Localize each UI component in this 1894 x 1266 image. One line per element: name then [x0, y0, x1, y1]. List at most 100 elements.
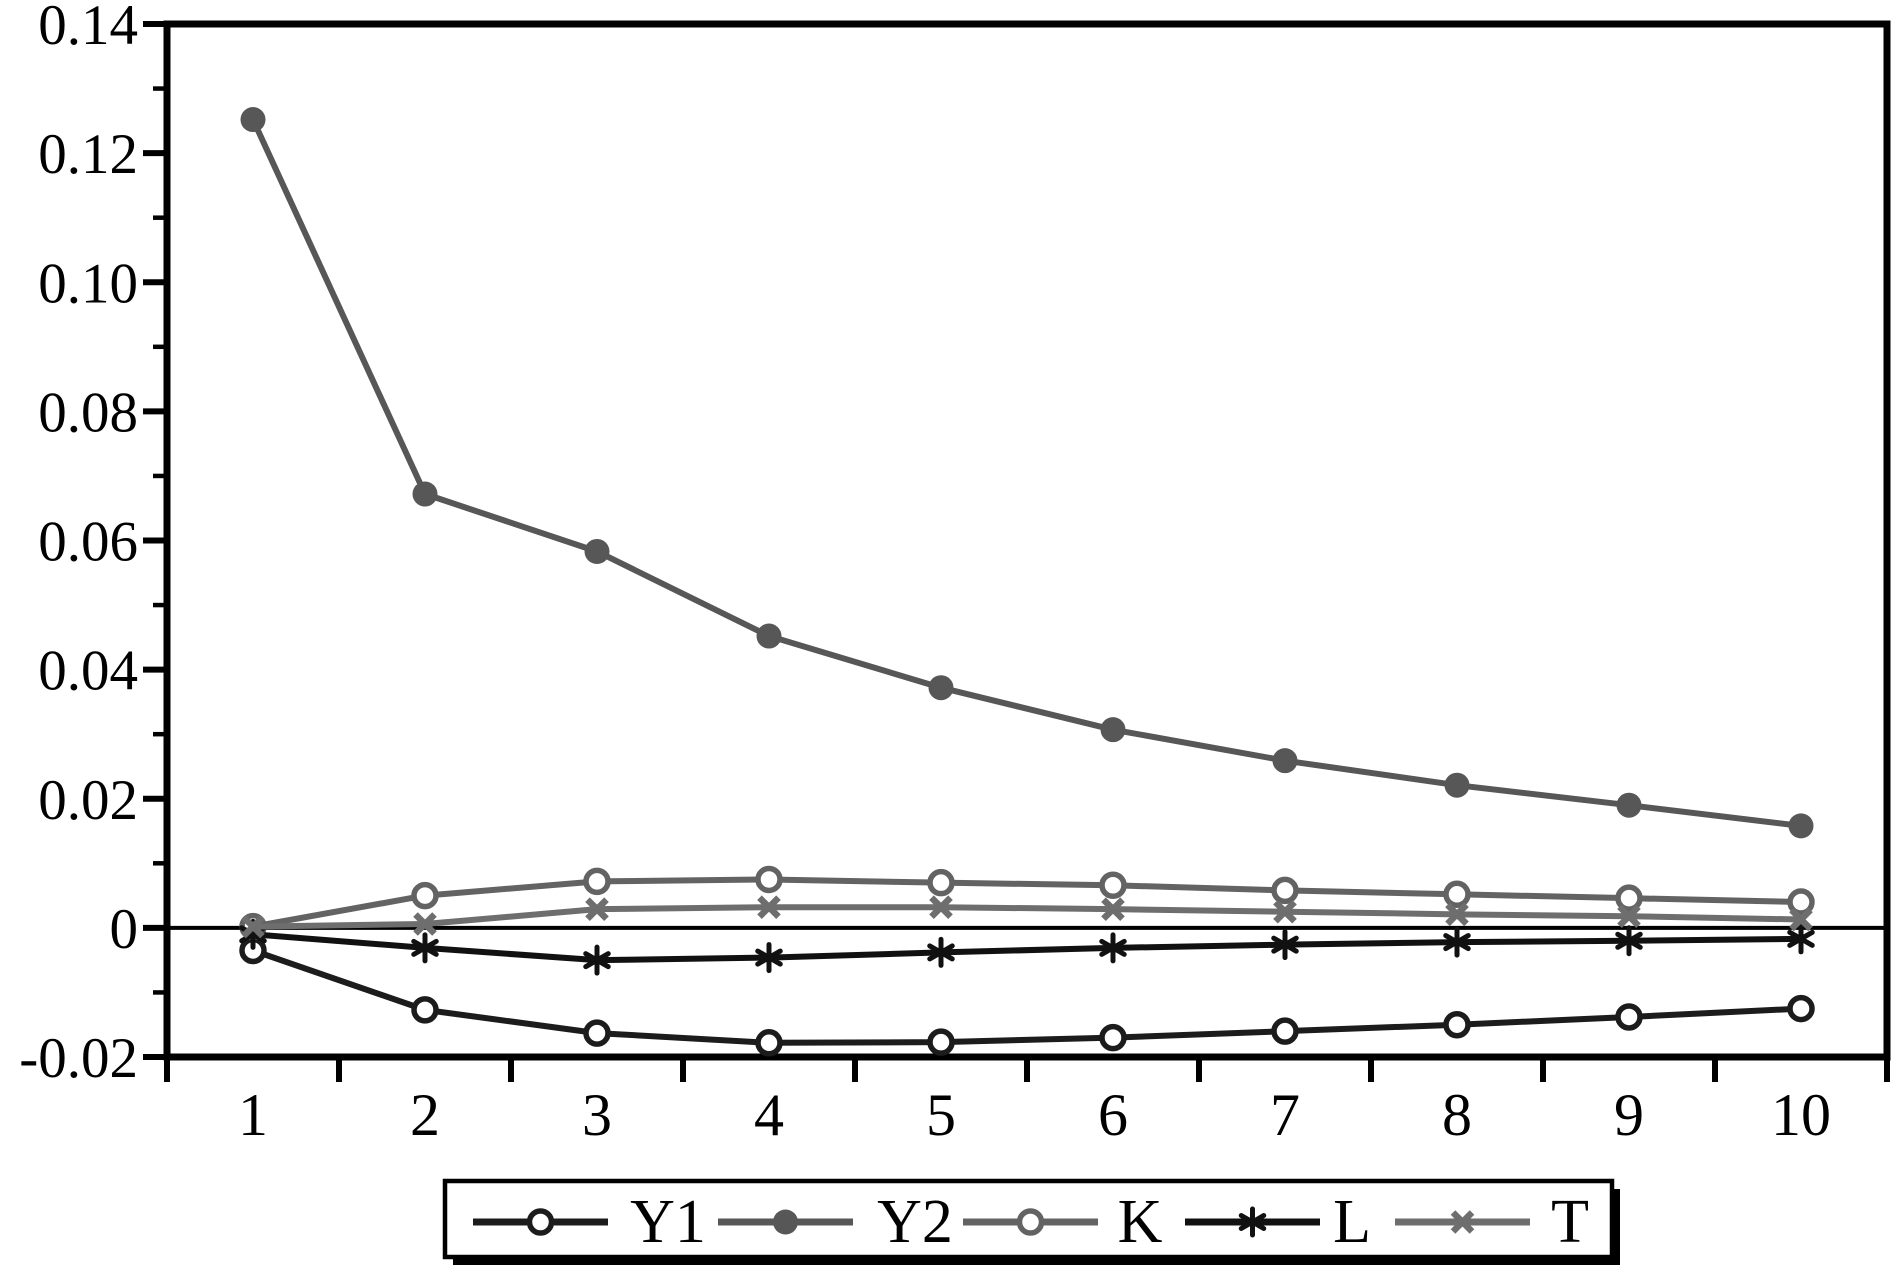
- series-Y1-marker: [1271, 1017, 1299, 1045]
- series-L-marker: [411, 932, 439, 964]
- open-circle-marker: [927, 868, 955, 897]
- series-K-marker: [411, 881, 439, 910]
- x-marker: [1617, 904, 1641, 929]
- series-L-marker: [1615, 925, 1643, 957]
- open-circle-marker: [1099, 1023, 1127, 1052]
- series-L-marker: [1787, 923, 1815, 955]
- axes-layer: -0.02 0 0.02 0.04 0.06 0.08 0.10 0.12 0.14 1 2 3 4 5 6…: [19, 0, 1891, 1148]
- series-L-marker: [1443, 926, 1471, 958]
- legend-label-K: K: [1118, 1188, 1163, 1256]
- x-marker: [585, 897, 609, 921]
- series-Y2-marker: [1100, 717, 1126, 743]
- series-Y1-marker: [411, 996, 439, 1024]
- open-circle-marker: [1443, 1010, 1471, 1039]
- legend-item-Y1: Y1: [473, 1188, 706, 1256]
- series-layer: [239, 107, 1815, 1057]
- series-T-marker: [241, 914, 265, 939]
- filled-circle-marker: [756, 623, 782, 649]
- series-T-marker: [1101, 897, 1125, 921]
- y-tick-label: 0.10: [38, 252, 138, 315]
- series-Y2: [240, 107, 1814, 839]
- series-L-marker: [583, 944, 611, 976]
- legend-item-L: L: [1185, 1188, 1371, 1256]
- asterisk-marker: [1271, 935, 1299, 954]
- open-circle-marker: [1443, 880, 1471, 909]
- filled-circle-marker: [1100, 717, 1126, 743]
- open-circle-marker: [1615, 1003, 1643, 1031]
- series-K-marker: [1787, 888, 1815, 916]
- series-T-marker: [1617, 904, 1641, 929]
- series-K-marker: [1443, 880, 1471, 909]
- series-Y2-marker: [1788, 813, 1814, 839]
- series-T-marker: [1273, 899, 1297, 924]
- x-tick-label: 8: [1442, 1082, 1472, 1148]
- filled-circle-marker: [1444, 772, 1470, 798]
- series-L: [239, 918, 1815, 976]
- series-K: [239, 865, 1815, 941]
- asterisk-marker: [1443, 933, 1471, 952]
- filled-circle-marker: [773, 1209, 798, 1235]
- series-K-line: [252, 876, 1802, 930]
- x-tick-label: 2: [410, 1082, 440, 1148]
- filled-circle-marker: [412, 481, 438, 507]
- x-marker: [1273, 899, 1297, 924]
- asterisk-marker: [1099, 938, 1127, 957]
- x-tick-label: 3: [582, 1082, 612, 1148]
- x-marker: [1101, 897, 1125, 921]
- series-Y1-marker: [755, 1029, 783, 1057]
- y-tick-label: 0.04: [38, 640, 138, 703]
- y-tick-label: 0.06: [38, 511, 138, 574]
- series-K-marker: [1016, 1208, 1045, 1236]
- open-circle-marker: [1099, 871, 1127, 900]
- asterisk-marker: [1787, 929, 1815, 948]
- legend-item-T: T: [1395, 1188, 1589, 1256]
- series-L-marker: [1099, 932, 1127, 964]
- series-Y1-marker: [526, 1208, 555, 1236]
- series-T-marker: [757, 895, 781, 920]
- series-Y1: [239, 936, 1815, 1057]
- asterisk-marker: [927, 943, 955, 962]
- filled-circle-marker: [584, 538, 610, 564]
- x-marker: [757, 895, 781, 920]
- x-marker: [413, 912, 437, 936]
- series-Y2-marker: [412, 481, 438, 507]
- series-K-marker: [927, 868, 955, 897]
- x-marker: [241, 914, 265, 939]
- legend-layer: Y1 Y2 K L T: [442, 1178, 1620, 1265]
- series-Y1-marker: [583, 1019, 611, 1047]
- series-T: [241, 895, 1813, 939]
- series-Y2-marker: [1616, 792, 1642, 818]
- y-tick-label: 0: [110, 898, 139, 961]
- series-Y2-marker: [756, 623, 782, 649]
- x-tick-label: 6: [1098, 1082, 1128, 1148]
- series-T-marker: [929, 895, 953, 920]
- open-circle-marker: [755, 1029, 783, 1057]
- series-Y1-marker: [1443, 1010, 1471, 1039]
- series-K-marker: [1271, 876, 1299, 905]
- series-Y2-marker: [584, 538, 610, 564]
- series-T-marker: [1450, 1210, 1475, 1234]
- x-marker: [1450, 1210, 1475, 1234]
- series-L-line: [252, 931, 1802, 964]
- open-circle-marker: [583, 1019, 611, 1047]
- legend-item-K: K: [963, 1188, 1163, 1256]
- open-circle-marker: [526, 1208, 555, 1236]
- asterisk-marker: [755, 948, 783, 967]
- x-marker: [1445, 902, 1469, 927]
- open-circle-marker: [1615, 884, 1643, 912]
- open-circle-marker: [927, 1028, 955, 1056]
- series-T-marker: [585, 897, 609, 921]
- x-marker: [929, 895, 953, 920]
- y-tick-label: 0.12: [38, 123, 138, 186]
- series-Y1-marker: [1099, 1023, 1127, 1052]
- x-tick-label: 7: [1270, 1082, 1300, 1148]
- x-tick-label: 1: [238, 1082, 268, 1148]
- series-Y1-line: [252, 947, 1802, 1046]
- legend-item-Y2: Y2: [718, 1188, 953, 1256]
- series-Y1-marker: [927, 1028, 955, 1056]
- y-tick-label: -0.02: [19, 1027, 138, 1090]
- filled-circle-marker: [240, 107, 266, 133]
- legend-label-T: T: [1551, 1188, 1589, 1256]
